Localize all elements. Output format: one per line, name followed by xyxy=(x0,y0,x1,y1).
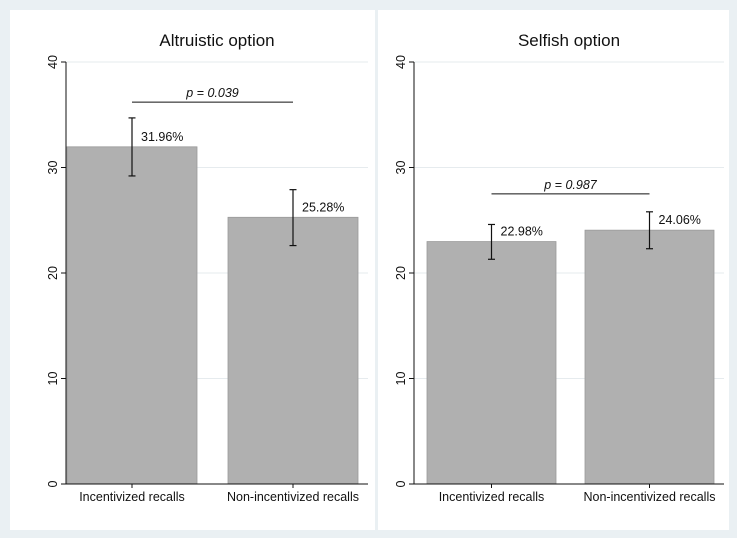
x-tick-label: Non-incentivized recalls xyxy=(583,490,715,504)
y-tick-label: 40 xyxy=(46,55,60,69)
chart-panel-1: Altruistic option 31.96% 25.28% p = 0.039 0 1… xyxy=(10,10,375,530)
data-label: 31.96% xyxy=(141,130,183,144)
bar xyxy=(584,229,715,485)
bar xyxy=(227,216,359,485)
x-tick-label: Incentivized recalls xyxy=(439,490,545,504)
y-tick-label: 40 xyxy=(394,55,408,69)
y-tick-label: 20 xyxy=(46,266,60,280)
x-tick-label: Non-incentivized recalls xyxy=(227,490,359,504)
significance-label: p = 0.039 xyxy=(185,86,239,100)
y-tick-label: 0 xyxy=(394,480,408,487)
chart-title: Selfish option xyxy=(518,31,620,50)
y-tick-label: 20 xyxy=(394,266,408,280)
x-tick-label: Incentivized recalls xyxy=(79,490,185,504)
chart-title: Altruistic option xyxy=(159,31,274,50)
significance-label: p = 0.987 xyxy=(543,178,598,192)
chart-panel-2: Selfish option 22.98% 24.06% p = 0.987 0 10 20… xyxy=(378,10,729,530)
data-label: 25.28% xyxy=(302,200,344,214)
bar xyxy=(66,146,198,485)
y-tick-label: 10 xyxy=(394,372,408,386)
y-tick-label: 0 xyxy=(46,480,60,487)
data-label: 24.06% xyxy=(659,213,701,227)
data-label: 22.98% xyxy=(501,225,543,239)
bar xyxy=(426,241,557,485)
y-tick-label: 30 xyxy=(46,161,60,175)
y-tick-label: 10 xyxy=(46,372,60,386)
y-tick-label: 30 xyxy=(394,161,408,175)
